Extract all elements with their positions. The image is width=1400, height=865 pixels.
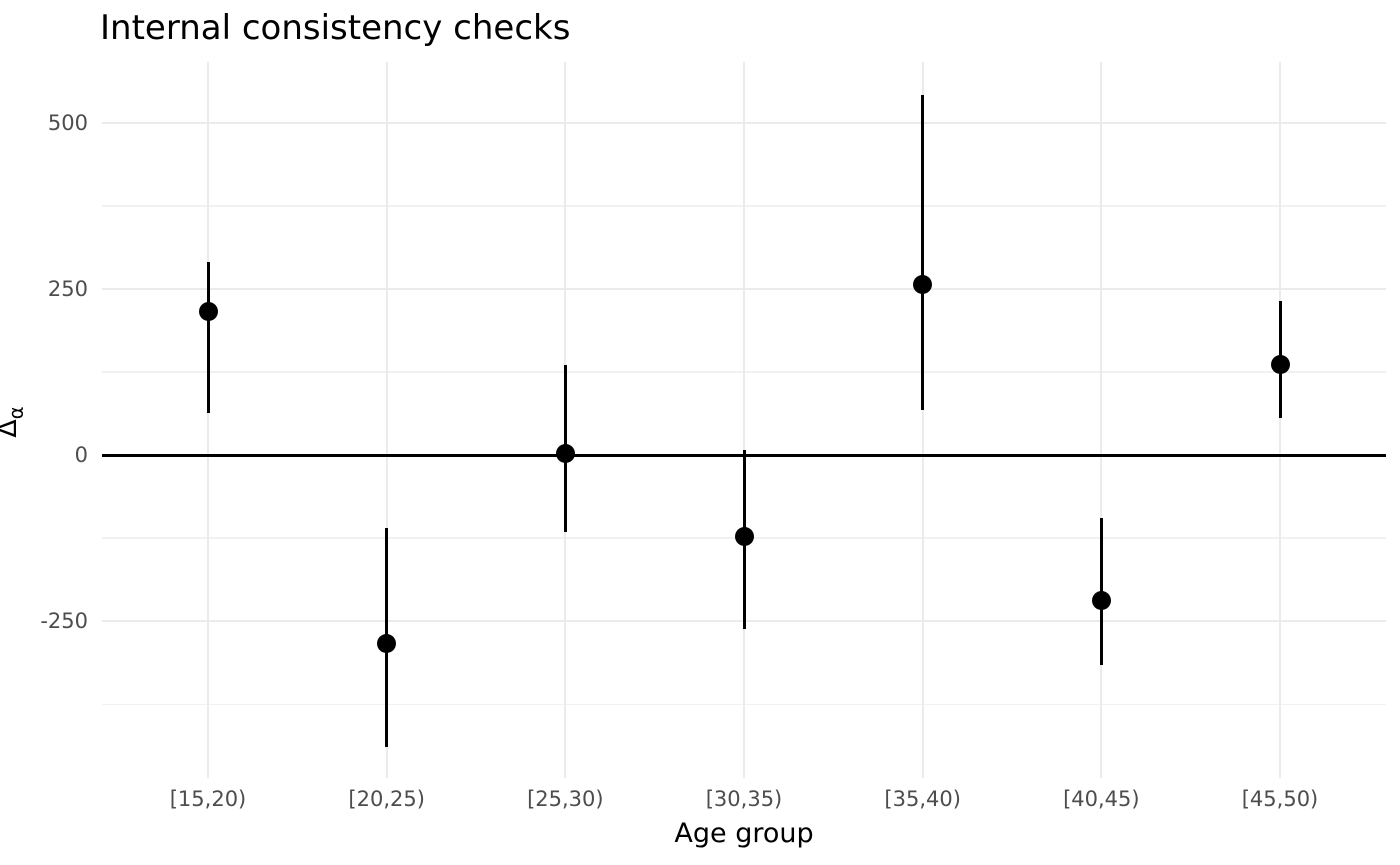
x-tick-label-[25,30): [25,30) — [527, 787, 604, 811]
errorbar-[15,20) — [206, 261, 210, 414]
y-tick-label-500: 500 — [47, 111, 88, 136]
gridline-x-category — [1100, 62, 1103, 778]
chart-title: Internal consistency checks — [100, 8, 571, 48]
point-estimate-[15,20) — [198, 301, 218, 321]
x-axis-title: Age group — [674, 818, 814, 849]
y-tick-label--250: -250 — [40, 609, 88, 634]
point-estimate-[35,40) — [913, 275, 933, 294]
x-tick-label-[15,20): [15,20) — [169, 787, 247, 811]
x-tick-label-[40,45): [40,45) — [1063, 787, 1140, 811]
point-estimate-[45,50) — [1270, 354, 1290, 374]
gridline-x-category — [385, 62, 388, 778]
y-axis-title: Δα — [0, 406, 27, 437]
point-estimate-[40,45) — [1091, 591, 1111, 611]
errorbar-[35,40) — [921, 95, 925, 411]
x-tick-label-[45,50): [45,50) — [1241, 787, 1319, 811]
point-estimate-[20,25) — [377, 633, 397, 653]
plot-panel — [102, 62, 1386, 778]
gridline-x-category — [743, 62, 745, 778]
point-estimate-[30,35) — [734, 526, 754, 546]
gridline-x-category — [921, 62, 924, 778]
y-axis-title-delta: Δ — [0, 419, 23, 437]
gridline-x-category — [207, 62, 209, 778]
y-tick-label-0: 0 — [74, 443, 88, 468]
x-tick-label-[20,25): [20,25) — [348, 787, 425, 811]
x-tick-label-[30,35): [30,35) — [705, 787, 783, 811]
x-tick-label-[35,40): [35,40) — [884, 787, 961, 811]
gridline-x-category — [1279, 62, 1281, 778]
point-estimate-[25,30) — [555, 443, 575, 463]
y-tick-label-250: 250 — [47, 277, 88, 302]
y-axis-title-alpha-subscript: α — [4, 406, 28, 420]
